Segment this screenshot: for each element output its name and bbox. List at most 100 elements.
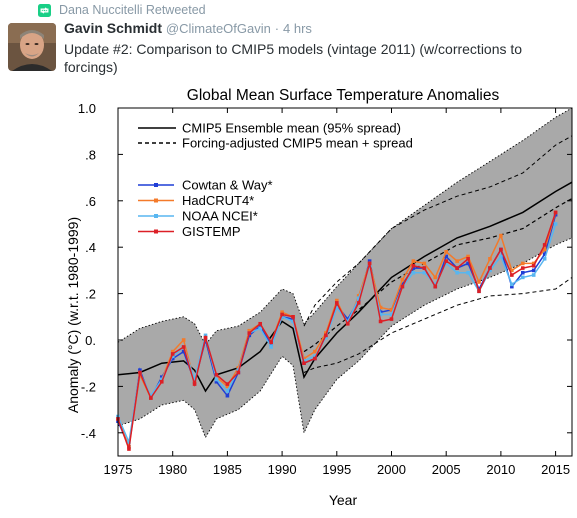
point-cowtan-way[interactable] — [520, 270, 525, 275]
point-gistemp[interactable] — [291, 315, 295, 319]
point-cowtan-way[interactable] — [542, 252, 547, 256]
point-noaa-ncei[interactable] — [466, 270, 470, 275]
point-cowtan-way[interactable] — [138, 368, 142, 372]
point-cowtan-way[interactable] — [531, 268, 536, 273]
point-noaa-ncei[interactable] — [389, 312, 394, 317]
point-gistemp[interactable] — [313, 356, 317, 361]
author-name[interactable]: Gavin Schmidt — [64, 20, 163, 36]
point-hadcrut4[interactable] — [466, 254, 470, 259]
point-gistemp[interactable] — [236, 370, 241, 375]
point-hadcrut4[interactable] — [400, 277, 405, 282]
point-gistemp[interactable] — [520, 266, 525, 270]
point-gistemp[interactable] — [389, 317, 394, 321]
point-noaa-ncei[interactable] — [553, 222, 558, 226]
point-noaa-ncei[interactable] — [127, 440, 131, 444]
point-gistemp[interactable] — [192, 382, 197, 386]
point-cowtan-way[interactable] — [444, 254, 448, 259]
point-gistemp[interactable] — [367, 261, 372, 266]
point-hadcrut4[interactable] — [542, 247, 547, 252]
point-gistemp[interactable] — [170, 352, 175, 356]
point-noaa-ncei[interactable] — [170, 354, 175, 359]
point-noaa-ncei[interactable] — [444, 261, 448, 266]
point-hadcrut4[interactable] — [411, 259, 416, 263]
point-hadcrut4[interactable] — [378, 305, 383, 310]
point-gistemp[interactable] — [488, 266, 492, 270]
point-noaa-ncei[interactable] — [159, 377, 164, 382]
point-noaa-ncei[interactable] — [313, 354, 317, 359]
point-noaa-ncei[interactable] — [345, 319, 350, 324]
point-cowtan-way[interactable] — [225, 393, 230, 398]
point-gistemp[interactable] — [477, 289, 481, 294]
point-cowtan-way[interactable] — [258, 324, 263, 328]
point-hadcrut4[interactable] — [334, 298, 339, 303]
tweet-timestamp[interactable]: 4 hrs — [283, 21, 312, 36]
point-gistemp[interactable] — [181, 345, 186, 349]
point-noaa-ncei[interactable] — [411, 270, 416, 275]
point-gistemp[interactable] — [542, 243, 547, 247]
point-cowtan-way[interactable] — [510, 284, 514, 289]
point-cowtan-way[interactable] — [477, 287, 481, 291]
point-gistemp[interactable] — [433, 284, 438, 289]
point-gistemp[interactable] — [531, 263, 536, 268]
point-cowtan-way[interactable] — [466, 261, 470, 266]
point-noaa-ncei[interactable] — [455, 270, 459, 275]
point-hadcrut4[interactable] — [531, 261, 536, 266]
point-gistemp[interactable] — [411, 263, 416, 268]
point-gistemp[interactable] — [269, 340, 273, 345]
point-gistemp[interactable] — [466, 257, 470, 261]
retweet-label[interactable]: Dana Nuccitelli Retweeted — [59, 3, 206, 17]
point-noaa-ncei[interactable] — [488, 268, 492, 273]
point-hadcrut4[interactable] — [477, 280, 481, 284]
point-gistemp[interactable] — [444, 259, 448, 263]
point-hadcrut4[interactable] — [389, 308, 394, 312]
point-cowtan-way[interactable] — [214, 379, 219, 384]
point-noaa-ncei[interactable] — [214, 377, 219, 382]
point-noaa-ncei[interactable] — [356, 296, 361, 301]
point-gistemp[interactable] — [214, 373, 219, 377]
point-gistemp[interactable] — [247, 331, 252, 335]
point-hadcrut4[interactable] — [488, 257, 492, 261]
temperature-chart[interactable]: Global Mean Surface Temperature Anomalie… — [62, 80, 574, 514]
point-hadcrut4[interactable] — [520, 261, 525, 266]
point-hadcrut4[interactable] — [225, 384, 230, 389]
point-noaa-ncei[interactable] — [149, 393, 153, 398]
point-gistemp[interactable] — [422, 266, 427, 270]
point-gistemp[interactable] — [553, 210, 558, 215]
point-cowtan-way[interactable] — [170, 356, 175, 361]
point-gistemp[interactable] — [149, 396, 153, 400]
point-noaa-ncei[interactable] — [520, 275, 525, 280]
point-gistemp[interactable] — [138, 370, 142, 375]
point-hadcrut4[interactable] — [499, 233, 503, 238]
point-hadcrut4[interactable] — [455, 259, 459, 263]
point-hadcrut4[interactable] — [247, 328, 252, 333]
point-gistemp[interactable] — [302, 361, 306, 365]
point-hadcrut4[interactable] — [313, 349, 317, 354]
point-gistemp[interactable] — [127, 447, 131, 451]
point-noaa-ncei[interactable] — [324, 335, 328, 340]
point-gistemp[interactable] — [356, 301, 361, 305]
point-gistemp[interactable] — [400, 284, 405, 289]
point-noaa-ncei[interactable] — [192, 377, 197, 382]
point-noaa-ncei[interactable] — [269, 345, 273, 349]
point-gistemp[interactable] — [455, 266, 459, 270]
point-noaa-ncei[interactable] — [334, 305, 339, 310]
point-gistemp[interactable] — [510, 273, 514, 277]
point-hadcrut4[interactable] — [324, 331, 328, 335]
point-noaa-ncei[interactable] — [433, 282, 438, 287]
point-hadcrut4[interactable] — [510, 268, 514, 273]
avatar[interactable] — [8, 23, 56, 71]
point-gistemp[interactable] — [324, 333, 328, 338]
point-gistemp[interactable] — [378, 319, 383, 324]
point-gistemp[interactable] — [159, 379, 164, 384]
point-hadcrut4[interactable] — [181, 338, 186, 342]
point-noaa-ncei[interactable] — [258, 326, 263, 331]
point-hadcrut4[interactable] — [356, 294, 361, 298]
point-cowtan-way[interactable] — [411, 266, 416, 270]
point-gistemp[interactable] — [203, 335, 208, 340]
point-noaa-ncei[interactable] — [531, 273, 536, 277]
point-gistemp[interactable] — [499, 247, 503, 252]
point-cowtan-way[interactable] — [400, 282, 405, 287]
point-hadcrut4[interactable] — [444, 250, 448, 254]
author-handle[interactable]: @ClimateOfGavin — [165, 21, 271, 36]
point-cowtan-way[interactable] — [345, 317, 350, 321]
